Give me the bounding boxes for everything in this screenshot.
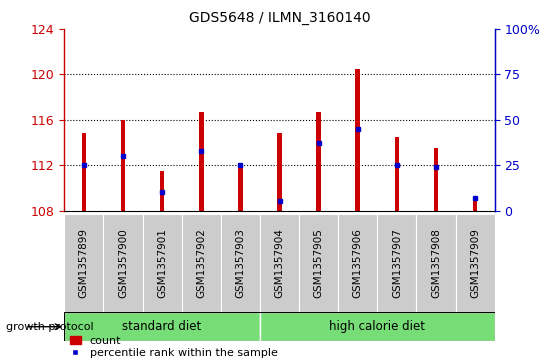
Legend: count, percentile rank within the sample: count, percentile rank within the sample xyxy=(70,336,278,358)
Bar xyxy=(356,69,360,211)
Bar xyxy=(160,171,164,211)
Bar xyxy=(277,133,282,211)
Bar xyxy=(377,214,416,312)
Bar xyxy=(182,214,221,312)
Bar xyxy=(199,112,203,211)
Bar xyxy=(238,167,243,211)
Bar xyxy=(64,312,260,341)
Bar xyxy=(103,214,143,312)
Bar xyxy=(121,120,125,211)
Bar xyxy=(260,312,495,341)
Bar xyxy=(338,214,377,312)
Bar xyxy=(221,214,260,312)
Text: GSM1357909: GSM1357909 xyxy=(470,228,480,298)
Bar xyxy=(143,214,182,312)
Text: GSM1357899: GSM1357899 xyxy=(79,228,89,298)
Bar xyxy=(82,133,86,211)
Text: GSM1357905: GSM1357905 xyxy=(314,228,324,298)
Text: GSM1357904: GSM1357904 xyxy=(274,228,285,298)
Text: standard diet: standard diet xyxy=(122,320,202,333)
Bar xyxy=(299,214,338,312)
Text: GSM1357906: GSM1357906 xyxy=(353,228,363,298)
Bar xyxy=(64,214,103,312)
Text: GSM1357903: GSM1357903 xyxy=(235,228,245,298)
Text: GSM1357902: GSM1357902 xyxy=(196,228,206,298)
Text: high calorie diet: high calorie diet xyxy=(329,320,425,333)
Text: GSM1357908: GSM1357908 xyxy=(431,228,441,298)
Title: GDS5648 / ILMN_3160140: GDS5648 / ILMN_3160140 xyxy=(189,11,370,25)
Bar xyxy=(434,148,438,211)
Text: GSM1357907: GSM1357907 xyxy=(392,228,402,298)
Bar xyxy=(260,214,299,312)
Text: GSM1357900: GSM1357900 xyxy=(118,228,128,298)
Bar xyxy=(395,137,399,211)
Bar xyxy=(416,214,456,312)
Bar xyxy=(473,199,477,211)
Bar xyxy=(316,112,321,211)
Bar xyxy=(456,214,495,312)
Text: GSM1357901: GSM1357901 xyxy=(157,228,167,298)
Text: growth protocol: growth protocol xyxy=(6,322,93,332)
